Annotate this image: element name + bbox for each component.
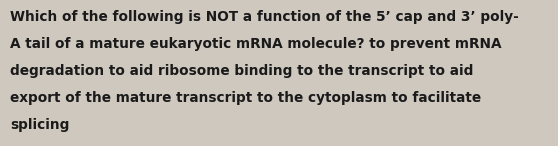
Text: A tail of a mature eukaryotic mRNA molecule? to prevent mRNA: A tail of a mature eukaryotic mRNA molec… bbox=[10, 37, 502, 51]
Text: splicing: splicing bbox=[10, 118, 69, 132]
Text: degradation to aid ribosome binding to the transcript to aid: degradation to aid ribosome binding to t… bbox=[10, 64, 473, 78]
Text: Which of the following is NOT a function of the 5’ cap and 3’ poly-: Which of the following is NOT a function… bbox=[10, 10, 519, 24]
Text: export of the mature transcript to the cytoplasm to facilitate: export of the mature transcript to the c… bbox=[10, 91, 481, 105]
